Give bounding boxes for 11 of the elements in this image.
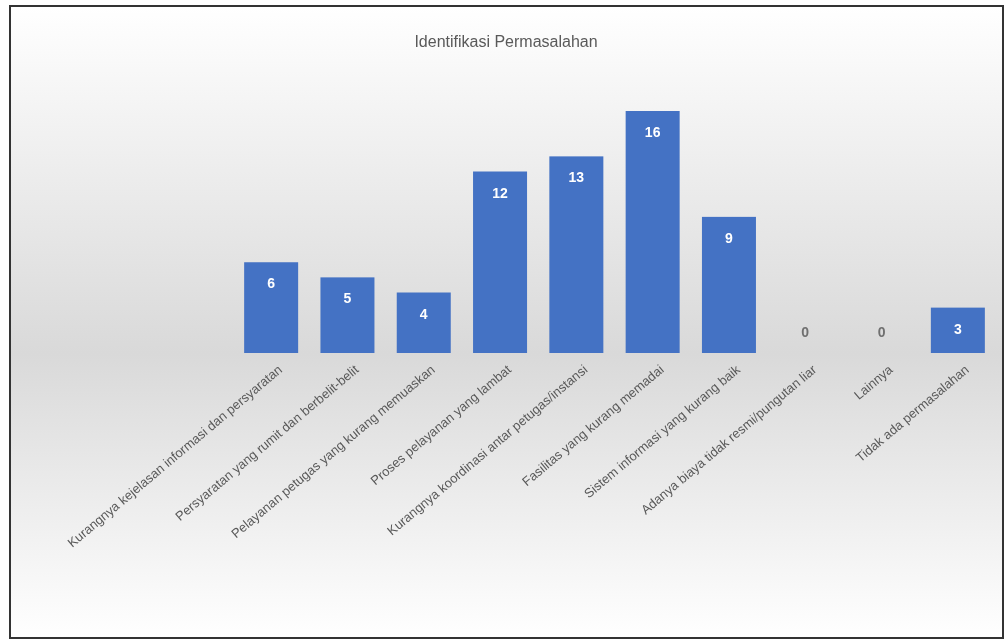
data-label: 3: [953, 320, 962, 337]
data-label: 9: [725, 229, 734, 246]
chart-title: Identifikasi Permasalahan: [414, 33, 598, 50]
data-label: 0: [801, 324, 810, 340]
data-label: 6: [267, 275, 276, 292]
data-label: 12: [492, 184, 509, 201]
data-label: 4: [419, 305, 428, 322]
data-label: 16: [644, 124, 661, 140]
data-label: 0: [877, 324, 886, 340]
data-label: 5: [343, 290, 352, 307]
data-label: 13: [568, 169, 585, 186]
